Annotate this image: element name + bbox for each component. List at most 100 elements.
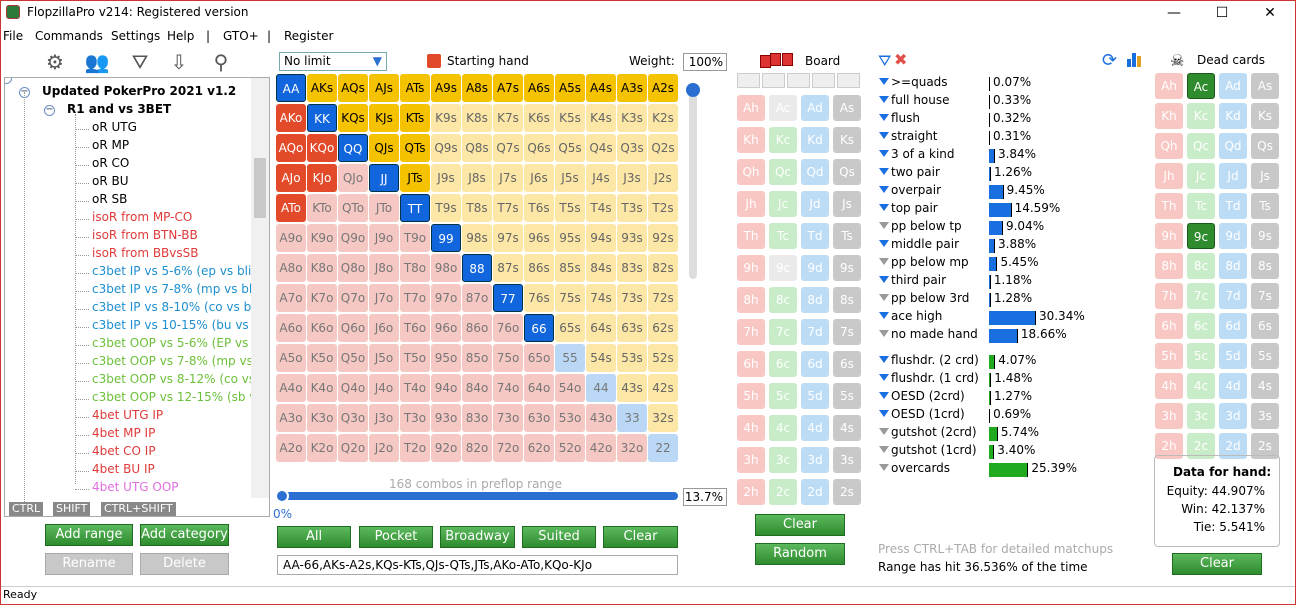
tree-item[interactable]: oR MP bbox=[92, 138, 130, 152]
dead-card[interactable]: 3d bbox=[1219, 403, 1247, 429]
hand-cell[interactable]: 64o bbox=[524, 374, 554, 402]
hand-cell[interactable]: J9s bbox=[431, 164, 461, 192]
tree-item[interactable]: 4bet CO IP bbox=[92, 444, 156, 458]
tree-item[interactable]: oR BU bbox=[92, 174, 129, 188]
hand-cell[interactable]: AKs bbox=[307, 74, 337, 102]
hand-cell[interactable]: 77 bbox=[493, 284, 523, 312]
board-card[interactable]: Js bbox=[833, 191, 861, 217]
board-card[interactable]: Kh bbox=[737, 127, 765, 153]
hand-cell[interactable]: 55 bbox=[555, 344, 585, 372]
hand-cell[interactable]: Q7s bbox=[493, 134, 523, 162]
hand-cell[interactable]: A5o bbox=[276, 344, 306, 372]
hand-cell[interactable]: 52s bbox=[648, 344, 678, 372]
stat-label[interactable]: flushdr. (2 crd) bbox=[891, 353, 979, 367]
board-card[interactable]: 2h bbox=[737, 479, 765, 505]
menu-commands[interactable]: Commands bbox=[35, 29, 103, 43]
filter-icon[interactable] bbox=[879, 186, 889, 193]
tree-item[interactable]: oR CO bbox=[92, 156, 130, 170]
dead-card[interactable]: 7d bbox=[1219, 283, 1247, 309]
board-card[interactable]: 3s bbox=[833, 447, 861, 473]
filter-icon[interactable] bbox=[879, 374, 889, 381]
hand-cell[interactable]: 84o bbox=[462, 374, 492, 402]
hand-cell[interactable]: T8s bbox=[462, 194, 492, 222]
range-grid[interactable]: AA AKs AQs AJs ATs A9s A8s A7s A6s A5s A4s A3s A2s AK… bbox=[276, 74, 680, 477]
board-card[interactable]: 4h bbox=[737, 415, 765, 441]
filter-icon[interactable] bbox=[879, 168, 889, 175]
hand-cell[interactable]: Q2s bbox=[648, 134, 678, 162]
filter-icon[interactable] bbox=[879, 356, 889, 363]
hand-cell[interactable]: J8s bbox=[462, 164, 492, 192]
add-category-button[interactable]: Add category bbox=[140, 524, 229, 546]
stat-label[interactable]: 3 of a kind bbox=[891, 147, 955, 161]
hand-cell[interactable]: 53s bbox=[617, 344, 647, 372]
board-card[interactable]: 7c bbox=[769, 319, 797, 345]
hand-cell[interactable]: 95s bbox=[555, 224, 585, 252]
board-card[interactable]: 3h bbox=[737, 447, 765, 473]
dead-card[interactable]: 2d bbox=[1219, 433, 1247, 459]
filter-icon[interactable] bbox=[879, 114, 889, 121]
tree-item[interactable]: 4bet MP IP bbox=[92, 426, 156, 440]
board-card[interactable]: 8s bbox=[833, 287, 861, 313]
dead-card[interactable]: Qh bbox=[1155, 133, 1183, 159]
pocket-button[interactable]: Pocket bbox=[359, 526, 433, 548]
filter-icon[interactable] bbox=[879, 330, 889, 337]
board-card[interactable]: 3d bbox=[801, 447, 829, 473]
hand-cell[interactable]: 86s bbox=[524, 254, 554, 282]
dead-card[interactable]: Kd bbox=[1219, 103, 1247, 129]
filter-icon[interactable] bbox=[879, 240, 889, 247]
stat-label[interactable]: overpair bbox=[891, 183, 941, 197]
dead-card[interactable]: As bbox=[1251, 73, 1279, 99]
stat-label[interactable]: ace high bbox=[891, 309, 943, 323]
hand-cell[interactable]: Q7o bbox=[338, 284, 368, 312]
tree-item[interactable]: R1 and vs 3BET bbox=[67, 102, 172, 116]
tree-item[interactable]: c3bet IP vs 8-10% (co vs blind bbox=[92, 300, 270, 314]
menu-help[interactable]: Help bbox=[167, 29, 195, 43]
dead-card[interactable]: 3h bbox=[1155, 403, 1183, 429]
hand-cell[interactable]: J3s bbox=[617, 164, 647, 192]
hand-cell[interactable]: A3o bbox=[276, 404, 306, 432]
slider-knob[interactable] bbox=[686, 83, 700, 97]
stat-label[interactable]: third pair bbox=[891, 273, 947, 287]
stat-label[interactable]: two pair bbox=[891, 165, 940, 179]
board-card[interactable]: 9c bbox=[769, 255, 797, 281]
hand-cell[interactable]: 73s bbox=[617, 284, 647, 312]
dead-card[interactable]: 8s bbox=[1251, 253, 1279, 279]
board-card[interactable]: 3c bbox=[769, 447, 797, 473]
hand-cell[interactable]: 64s bbox=[586, 314, 616, 342]
hand-cell[interactable]: 52o bbox=[555, 434, 585, 462]
hand-cell[interactable]: AJo bbox=[276, 164, 306, 192]
dead-card[interactable]: Ac bbox=[1187, 73, 1215, 99]
dead-card[interactable]: 5d bbox=[1219, 343, 1247, 369]
hand-cell[interactable]: 84s bbox=[586, 254, 616, 282]
board-card[interactable]: Qs bbox=[833, 159, 861, 185]
hand-cell[interactable]: T4o bbox=[400, 374, 430, 402]
dead-card[interactable]: 2s bbox=[1251, 433, 1279, 459]
dead-card[interactable]: Qc bbox=[1187, 133, 1215, 159]
hand-cell[interactable]: JTs bbox=[400, 164, 430, 192]
hand-cell[interactable]: T7o bbox=[400, 284, 430, 312]
hand-cell[interactable]: 82o bbox=[462, 434, 492, 462]
hand-cell[interactable]: 42s bbox=[648, 374, 678, 402]
board-slot[interactable] bbox=[812, 73, 835, 88]
stat-label[interactable]: top pair bbox=[891, 201, 938, 215]
hand-cell[interactable]: QJs bbox=[369, 134, 399, 162]
rename-button[interactable]: Rename bbox=[45, 553, 133, 575]
hand-cell[interactable]: K7s bbox=[493, 104, 523, 132]
hand-cell[interactable]: Q4o bbox=[338, 374, 368, 402]
stat-label[interactable]: full house bbox=[891, 93, 950, 107]
board-card[interactable]: Qc bbox=[769, 159, 797, 185]
hand-cell[interactable]: A7s bbox=[493, 74, 523, 102]
stat-label[interactable]: gutshot (2crd) bbox=[891, 425, 977, 439]
collapse-root-icon[interactable]: − bbox=[5, 78, 12, 84]
hand-cell[interactable]: 98o bbox=[431, 254, 461, 282]
dead-card[interactable]: 8d bbox=[1219, 253, 1247, 279]
menu-register[interactable]: Register bbox=[284, 29, 334, 43]
collapse-icon[interactable]: − bbox=[44, 104, 55, 116]
hand-cell[interactable]: J6o bbox=[369, 314, 399, 342]
hand-cell[interactable]: K8s bbox=[462, 104, 492, 132]
hand-cell[interactable]: A8s bbox=[462, 74, 492, 102]
filter-icon[interactable] bbox=[879, 294, 889, 301]
board-card[interactable]: Jc bbox=[769, 191, 797, 217]
stat-label[interactable]: gutshot (1crd) bbox=[891, 443, 977, 457]
hand-cell[interactable]: J7o bbox=[369, 284, 399, 312]
